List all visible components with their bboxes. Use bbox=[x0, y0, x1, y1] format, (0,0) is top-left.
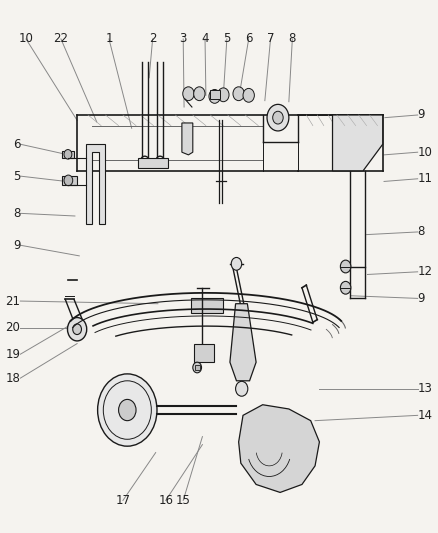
Circle shape bbox=[243, 88, 254, 102]
Text: 1: 1 bbox=[105, 33, 113, 45]
Text: 9: 9 bbox=[13, 239, 20, 252]
Text: 12: 12 bbox=[418, 265, 433, 278]
Circle shape bbox=[218, 88, 229, 102]
Polygon shape bbox=[62, 151, 74, 158]
Text: 9: 9 bbox=[418, 109, 425, 122]
Text: 2: 2 bbox=[149, 33, 156, 45]
Polygon shape bbox=[191, 298, 223, 313]
Text: 17: 17 bbox=[116, 494, 131, 507]
Text: 19: 19 bbox=[5, 348, 20, 361]
Text: 8: 8 bbox=[13, 207, 20, 220]
Text: 5: 5 bbox=[223, 33, 230, 45]
Circle shape bbox=[183, 87, 194, 101]
Circle shape bbox=[73, 324, 81, 335]
Text: 16: 16 bbox=[158, 494, 173, 507]
Circle shape bbox=[194, 87, 205, 101]
Text: 14: 14 bbox=[418, 409, 433, 422]
Text: 4: 4 bbox=[201, 33, 209, 45]
Polygon shape bbox=[138, 158, 168, 168]
Text: 6: 6 bbox=[13, 138, 20, 151]
Polygon shape bbox=[194, 344, 214, 362]
Circle shape bbox=[98, 374, 157, 446]
Polygon shape bbox=[194, 365, 200, 370]
Text: 5: 5 bbox=[13, 169, 20, 183]
Circle shape bbox=[193, 362, 201, 373]
Text: 13: 13 bbox=[418, 382, 433, 395]
Polygon shape bbox=[210, 90, 220, 99]
Circle shape bbox=[340, 260, 351, 273]
Text: 8: 8 bbox=[289, 33, 296, 45]
Circle shape bbox=[231, 257, 242, 270]
Polygon shape bbox=[62, 176, 77, 184]
Circle shape bbox=[119, 399, 136, 421]
Circle shape bbox=[64, 150, 72, 159]
Polygon shape bbox=[332, 115, 383, 171]
Circle shape bbox=[236, 381, 248, 396]
Circle shape bbox=[267, 104, 289, 131]
Polygon shape bbox=[86, 144, 106, 224]
Circle shape bbox=[273, 111, 283, 124]
Polygon shape bbox=[239, 405, 319, 492]
Circle shape bbox=[64, 175, 73, 185]
Polygon shape bbox=[230, 304, 256, 381]
Text: 22: 22 bbox=[53, 33, 68, 45]
Circle shape bbox=[340, 281, 351, 294]
Text: 20: 20 bbox=[5, 321, 20, 334]
Text: 10: 10 bbox=[418, 146, 433, 159]
Text: 6: 6 bbox=[245, 33, 252, 45]
Text: 21: 21 bbox=[5, 295, 20, 308]
Text: 10: 10 bbox=[18, 33, 33, 45]
Polygon shape bbox=[182, 123, 193, 155]
Circle shape bbox=[67, 318, 87, 341]
Text: 3: 3 bbox=[180, 33, 187, 45]
Text: 9: 9 bbox=[418, 292, 425, 305]
Circle shape bbox=[209, 90, 220, 103]
Text: 8: 8 bbox=[418, 225, 425, 238]
Text: 18: 18 bbox=[5, 372, 20, 385]
Circle shape bbox=[233, 87, 244, 101]
Text: 11: 11 bbox=[418, 172, 433, 185]
Text: 7: 7 bbox=[267, 33, 274, 45]
Text: 15: 15 bbox=[176, 494, 191, 507]
